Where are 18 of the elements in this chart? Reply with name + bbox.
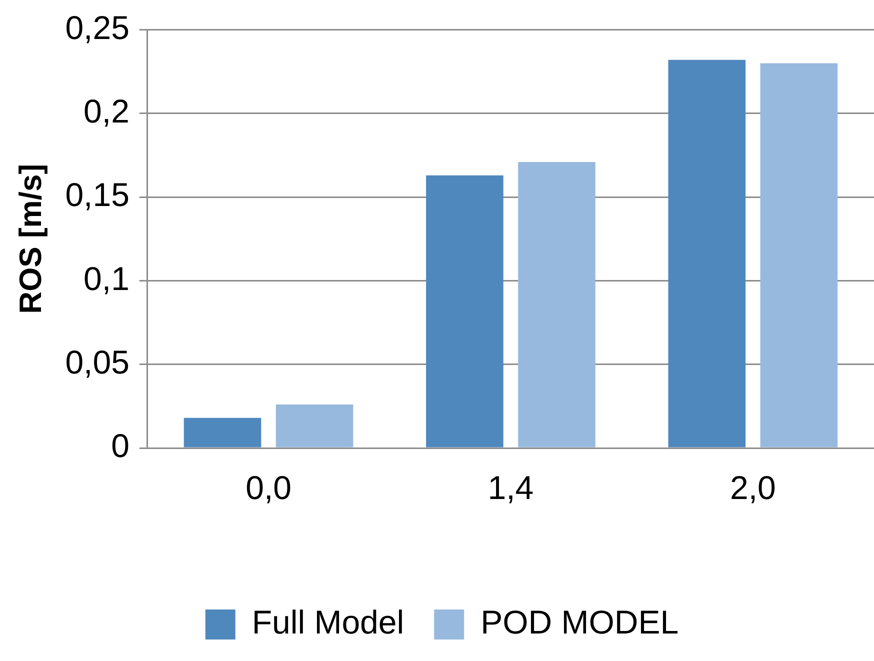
y-tick-label: 0,25 [65, 8, 130, 46]
bar [276, 404, 354, 448]
legend-label: Full Model [252, 604, 404, 641]
x-tick-label: 0,0 [246, 468, 292, 506]
y-axis-title: ROS [m/s] [13, 164, 48, 314]
bar [518, 162, 596, 448]
y-tick-label: 0,1 [84, 260, 130, 297]
bar [426, 175, 504, 448]
x-tick-label: 1,4 [488, 468, 534, 506]
y-tick-label: 0,15 [65, 176, 130, 214]
bar [760, 63, 838, 448]
legend-label: POD MODEL [480, 604, 679, 641]
bar [668, 60, 746, 448]
y-tick-label: 0,05 [65, 343, 130, 380]
y-tick-label: 0,2 [84, 92, 130, 130]
y-tick-label: 0 [111, 427, 130, 464]
bar [184, 418, 262, 448]
x-tick-label: 2,0 [730, 468, 776, 506]
